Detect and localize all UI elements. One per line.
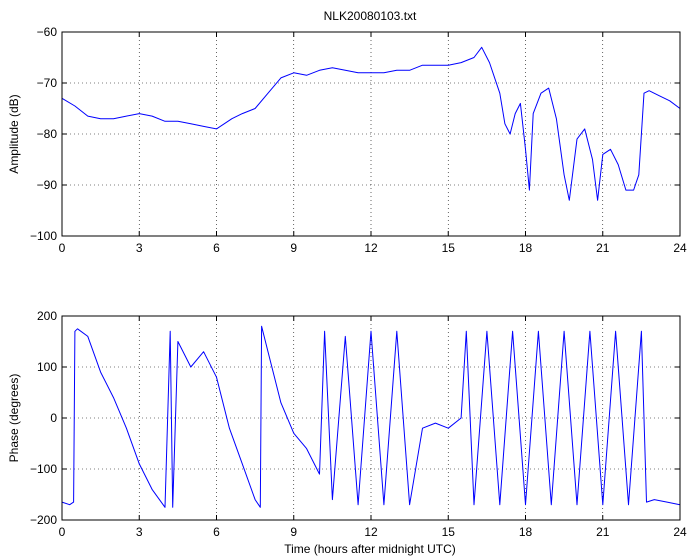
amplitude-y-tick-label: −100 xyxy=(30,229,57,243)
amplitude-x-tick-label: 9 xyxy=(290,241,297,255)
amplitude-panel: 0 3 6 9 12 15 18 21 24 −100 −90 −80 −70 −60 xyxy=(30,25,687,255)
phase-series-line xyxy=(61,325,681,508)
amplitude-x-tick-label: 24 xyxy=(673,241,687,255)
amplitude-series-line xyxy=(61,46,681,201)
amplitude-x-tick-label: 6 xyxy=(213,241,220,255)
amplitude-x-tick-label: 12 xyxy=(364,241,378,255)
amplitude-x-tick-label: 3 xyxy=(136,241,143,255)
amplitude-x-tick-label: 0 xyxy=(59,241,66,255)
amplitude-y-tick-label: −80 xyxy=(37,127,58,141)
phase-x-tick-label: 18 xyxy=(519,525,533,539)
phase-panel: 0 3 6 9 12 15 18 21 24 −200 −100 0 100 200 xyxy=(30,309,687,539)
amplitude-y-axis-label: Amplitude (dB) xyxy=(7,94,21,173)
phase-x-tick-label: 0 xyxy=(59,525,66,539)
phase-x-tick-label: 15 xyxy=(442,525,456,539)
phase-y-axis-label: Phase (degrees) xyxy=(7,374,21,463)
phase-x-tick-label: 9 xyxy=(290,525,297,539)
phase-x-tick-label: 12 xyxy=(364,525,378,539)
amplitude-x-tick-label: 18 xyxy=(519,241,533,255)
amplitude-y-tick-label: −90 xyxy=(37,178,58,192)
amplitude-y-tick-label: −70 xyxy=(37,76,58,90)
chart-title: NLK20080103.txt xyxy=(324,9,417,23)
phase-y-tick-label: 100 xyxy=(37,360,57,374)
phase-y-tick-label: −200 xyxy=(30,513,57,527)
phase-x-tick-label: 21 xyxy=(596,525,610,539)
phase-y-tick-label: −100 xyxy=(30,462,57,476)
amplitude-y-tick-label: −60 xyxy=(37,25,58,39)
phase-x-tick-label: 24 xyxy=(673,525,687,539)
time-x-axis-label: Time (hours after midnight UTC) xyxy=(284,542,456,556)
phase-y-tick-label: 200 xyxy=(37,309,57,323)
phase-x-tick-label: 3 xyxy=(136,525,143,539)
phase-x-tick-label: 6 xyxy=(213,525,220,539)
amplitude-x-tick-label: 15 xyxy=(442,241,456,255)
phase-y-tick-label: 0 xyxy=(50,411,57,425)
amplitude-x-tick-label: 21 xyxy=(596,241,610,255)
